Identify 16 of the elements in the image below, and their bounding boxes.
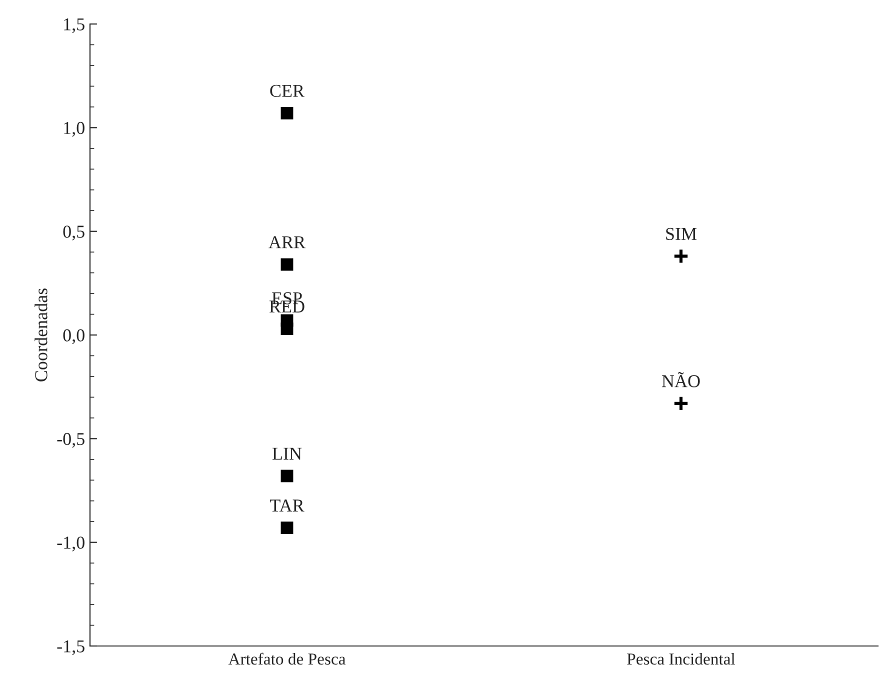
x-tick-label: Pesca Incidental xyxy=(627,652,736,665)
y-tick-label: -0,5 xyxy=(57,432,84,448)
x-tick-label: Artefato de Pesca xyxy=(228,652,346,665)
y-tick-label: 1,0 xyxy=(64,122,84,137)
annotation: SIM xyxy=(666,228,697,240)
y-tick-label: 1,5 xyxy=(64,18,84,34)
y-tick-label: -1,0 xyxy=(57,536,84,552)
y-tick-label: -1,5 xyxy=(57,640,84,656)
annotation: CER xyxy=(270,84,305,97)
annotation: TAR xyxy=(270,500,304,512)
y-tick-label: 0,5 xyxy=(63,226,84,240)
annotation: ARR xyxy=(268,236,306,248)
annotation: NÃO xyxy=(662,372,700,388)
y-tick-label: 0,0 xyxy=(63,329,84,344)
y-axis-title: Coordenadas xyxy=(34,288,48,382)
annotation: LIN xyxy=(272,448,302,460)
